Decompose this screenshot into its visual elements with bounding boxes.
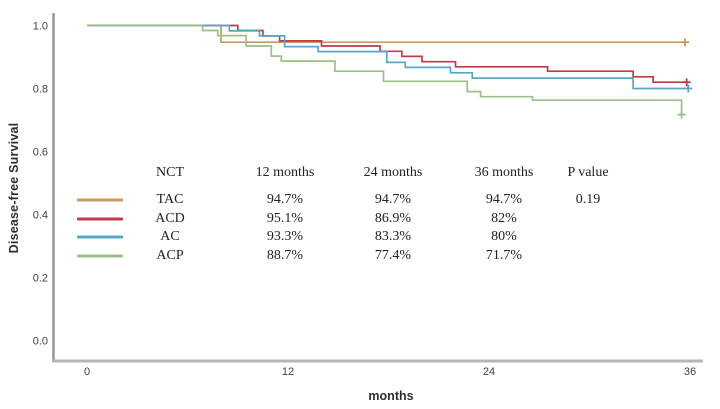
x-tick-label: 12 <box>282 366 294 378</box>
censor-mark-acp <box>677 110 686 119</box>
legend-header-36-months: 36 months <box>474 165 534 180</box>
y-tick-label: 0.2 <box>33 273 48 285</box>
legend-name-acp: ACP <box>156 247 184 263</box>
y-tick-label: 0.4 <box>33 210 48 222</box>
legend-swatch-acd <box>77 217 123 220</box>
legend-value-acd-36mo: 82% <box>491 210 517 226</box>
censor-mark-ac <box>684 84 693 93</box>
y-tick-label: 0.0 <box>33 336 48 348</box>
legend-swatch-acp <box>77 254 123 257</box>
legend-header-p-value: P value <box>567 165 609 180</box>
legend-pvalue-tac: 0.19 <box>575 192 601 207</box>
legend-name-ac: AC <box>160 229 180 244</box>
x-tick-label: 0 <box>84 366 90 378</box>
legend-value-acp-36mo: 71.7% <box>485 247 523 263</box>
x-tick-label: 36 <box>684 366 696 378</box>
legend-value-acp-24mo: 77.4% <box>374 247 412 263</box>
legend-value-ac-24mo: 83.3% <box>374 229 412 244</box>
legend-header-12-months: 12 months <box>255 165 315 180</box>
legend-name-tac: TAC <box>156 192 184 207</box>
legend-header-24-months: 24 months <box>363 165 423 180</box>
legend-value-tac-36mo: 94.7% <box>485 192 523 207</box>
legend-header-nct: NCT <box>156 165 184 180</box>
legend-swatch-tac <box>77 198 123 202</box>
legend-value-acp-12mo: 88.7% <box>266 247 304 263</box>
y-tick-label: 0.8 <box>33 84 48 96</box>
y-tick-label: 0.6 <box>33 147 48 159</box>
legend-value-ac-12mo: 93.3% <box>266 229 304 244</box>
legend-value-acd-24mo: 86.9% <box>374 210 412 226</box>
y-tick-label: 1.0 <box>33 21 48 33</box>
km-curve-tac <box>87 24 685 44</box>
legend-value-tac-12mo: 94.7% <box>266 192 304 207</box>
km-curve-ac <box>87 24 689 90</box>
km-curve-acp <box>87 24 685 116</box>
x-axis-title: months <box>368 389 414 403</box>
x-tick-label: 24 <box>483 366 495 378</box>
legend-value-ac-36mo: 80% <box>491 229 517 244</box>
censor-mark-acd <box>682 78 691 87</box>
legend-name-acd: ACD <box>155 210 185 226</box>
legend-swatch-ac <box>77 235 123 239</box>
km-curve-acd <box>87 24 687 84</box>
legend-value-tac-24mo: 94.7% <box>374 192 412 207</box>
y-axis-title: Disease-free Survival <box>7 122 21 254</box>
legend-value-acd-12mo: 95.1% <box>266 210 304 226</box>
censor-mark-tac <box>680 38 689 47</box>
